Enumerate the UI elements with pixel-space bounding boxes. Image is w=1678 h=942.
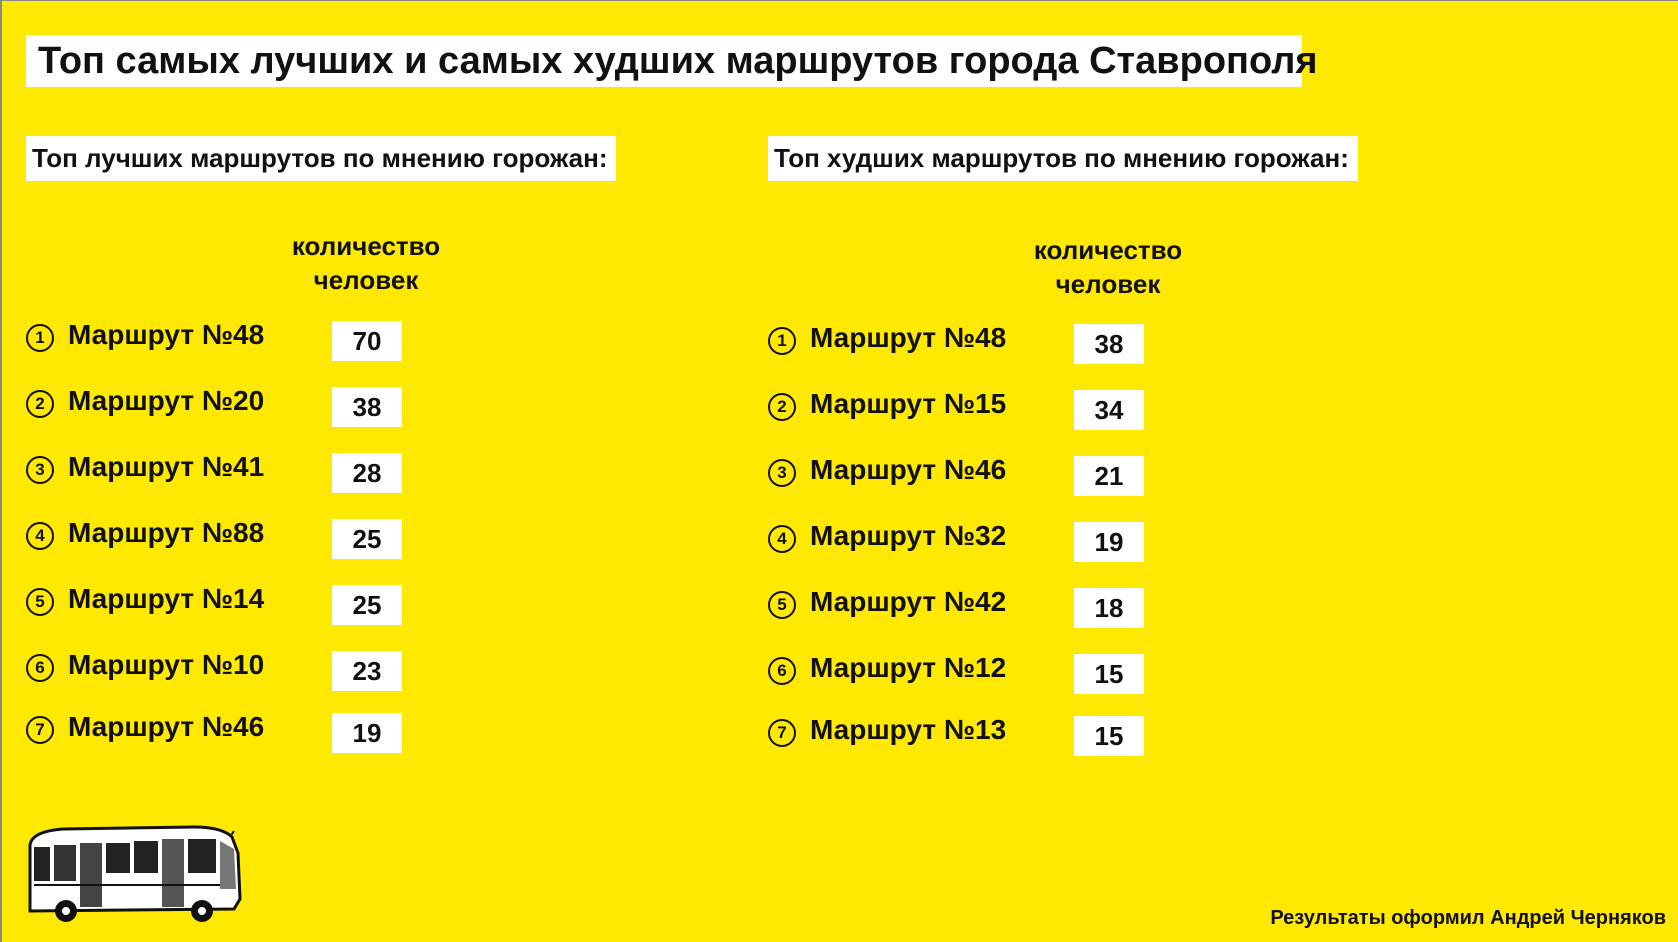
best-count-header-line2: человек: [313, 265, 419, 295]
rank-badge: 3: [26, 456, 54, 484]
route-name: Маршрут №88: [68, 517, 265, 548]
route-name: Маршрут №32: [810, 520, 1007, 551]
credit-text: Результаты оформил Андрей Черняков: [1270, 907, 1666, 929]
rank-badge: 3: [768, 459, 796, 487]
best-route-row: 1 Маршрут №48 70: [26, 319, 426, 361]
rank-badge: 6: [768, 657, 796, 685]
rank-badge: 4: [26, 522, 54, 550]
rank-badge: 7: [26, 716, 54, 744]
route-count: 38: [1074, 324, 1144, 364]
rank-badge: 5: [768, 591, 796, 619]
route-count: 15: [1074, 654, 1144, 694]
route-name: Маршрут №13: [810, 714, 1007, 745]
route-count: 25: [332, 519, 402, 559]
best-route-row: 4 Маршрут №88 25: [26, 517, 426, 559]
best-count-header: количество человек: [276, 229, 456, 297]
rank-badge: 2: [26, 390, 54, 418]
route-name: Маршрут №41: [68, 451, 265, 482]
route-count: 21: [1074, 456, 1144, 496]
best-routes-label: Топ лучших маршрутов по мнению горожан:: [26, 136, 616, 181]
route-count: 34: [1074, 390, 1144, 430]
rank-badge: 7: [768, 719, 796, 747]
best-route-row: 2 Маршрут №20 38: [26, 385, 426, 427]
route-count: 19: [1074, 522, 1144, 562]
route-count: 19: [332, 713, 402, 753]
best-route-row: 6 Маршрут №10 23: [26, 649, 426, 691]
route-count: 25: [332, 585, 402, 625]
worst-route-row: 6 Маршрут №12 15: [768, 652, 1168, 694]
route-name: Маршрут №48: [810, 322, 1007, 353]
best-route-row: 3 Маршрут №41 28: [26, 451, 426, 493]
route-count: 23: [332, 651, 402, 691]
route-name: Маршрут №42: [810, 586, 1007, 617]
page-title: Топ самых лучших и самых худших маршруто…: [26, 35, 1318, 87]
worst-routes-label: Топ худших маршрутов по мнению горожан:: [768, 136, 1358, 181]
rank-badge: 1: [768, 327, 796, 355]
worst-count-header: количество человек: [1018, 233, 1198, 301]
route-name: Маршрут №12: [810, 652, 1007, 683]
route-name: Маршрут №20: [68, 385, 265, 416]
worst-route-row: 5 Маршрут №42 18: [768, 586, 1168, 628]
route-name: Маршрут №14: [68, 583, 265, 614]
rank-badge: 4: [768, 525, 796, 553]
rank-badge: 2: [768, 393, 796, 421]
route-name: Маршрут №48: [68, 319, 265, 350]
route-count: 38: [332, 387, 402, 427]
route-name: Маршрут №46: [68, 711, 265, 742]
best-route-row: 7 Маршрут №46 19: [26, 711, 426, 753]
worst-route-row: 3 Маршрут №46 21: [768, 454, 1168, 496]
route-count: 28: [332, 453, 402, 493]
rank-badge: 5: [26, 588, 54, 616]
route-name: Маршрут №46: [810, 454, 1007, 485]
rank-badge: 6: [26, 654, 54, 682]
route-name: Маршрут №10: [68, 649, 265, 680]
worst-route-row: 1 Маршрут №48 38: [768, 322, 1168, 364]
worst-route-row: 4 Маршрут №32 19: [768, 520, 1168, 562]
route-count: 18: [1074, 588, 1144, 628]
best-count-header-line1: количество: [291, 231, 441, 261]
route-count: 70: [332, 321, 402, 361]
worst-route-row: 7 Маршрут №13 15: [768, 714, 1168, 756]
rank-badge: 1: [26, 324, 54, 352]
worst-count-header-line2: человек: [1055, 269, 1161, 299]
route-name: Маршрут №15: [810, 388, 1007, 419]
worst-count-header-line1: количество: [1033, 235, 1183, 265]
worst-route-row: 2 Маршрут №15 34: [768, 388, 1168, 430]
best-route-row: 5 Маршрут №14 25: [26, 583, 426, 625]
bus-icon: [28, 825, 242, 922]
route-count: 15: [1074, 716, 1144, 756]
